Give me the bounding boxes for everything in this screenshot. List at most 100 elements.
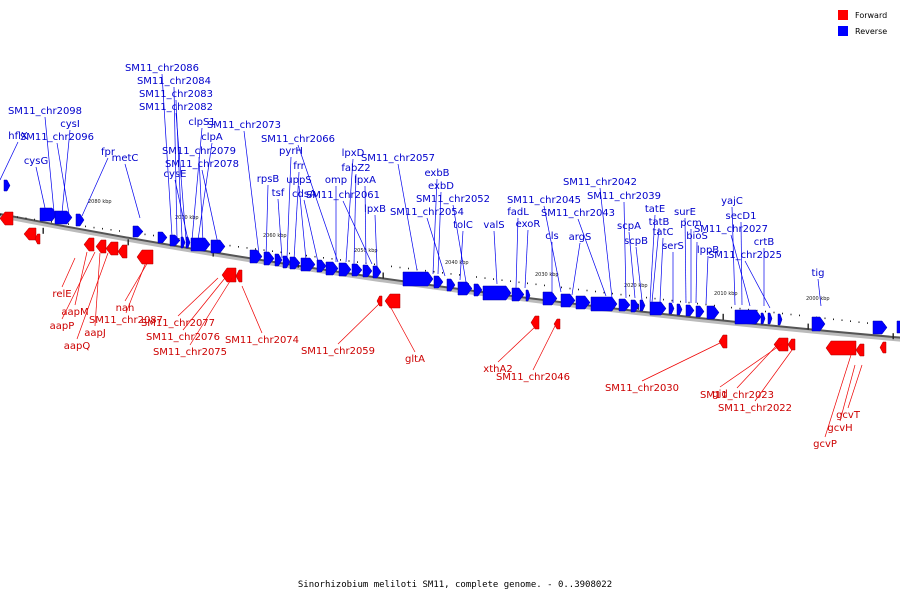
scale-tick [807,323,809,330]
scale-tick [705,303,707,306]
gene-label-gcvt: gcvT [836,410,861,421]
reverse-gene-leader [175,112,187,241]
gene-label-args: argS [569,232,592,243]
forward-gene-leader [61,251,96,320]
reverse-gene-arrow [734,309,762,325]
reverse-gene-leader [198,156,204,243]
gene-label-exbd: exbD [428,181,454,192]
scale-tick [127,239,129,246]
scale-tick [535,283,537,286]
scale-tick [629,294,630,297]
reverse-gene-leader [201,169,219,245]
reverse-gene-leader [635,246,643,301]
scale-tick [671,299,673,302]
reverse-gene-arrow [482,285,512,301]
reverse-gene-arrow [668,302,675,315]
scale-tick [510,280,511,282]
reverse-gene-arrow [263,251,275,266]
scale-tick [229,244,231,247]
legend-reverse-swatch [838,26,848,36]
reverse-gene-arrow [157,231,168,244]
gene-label-sm11-chr2039: SM11_chr2039 [587,191,661,202]
scale-tick [153,234,154,237]
reverse-gene-leader [649,214,656,303]
reverse-gene-leader [397,163,418,271]
gene-label-cysg: cysG [24,156,48,167]
gene-label-lppb: lppB [697,245,719,256]
scale-tick [280,251,282,254]
reverse-gene-leader [651,227,660,303]
reverse-gene-arrow [649,301,667,316]
scale-tick [756,309,758,312]
reverse-gene-leader [293,171,300,261]
gene-label-sm11-chr2030: SM11_chr2030 [605,383,679,394]
scale-tick [289,252,290,255]
reverse-gene-leader [0,141,19,181]
scale-tick [17,216,18,218]
reverse-gene-leader [571,242,581,296]
gene-label-sm11-chr2073: SM11_chr2073 [207,120,281,131]
gene-label-sm11-chr2027: SM11_chr2027 [694,224,768,235]
reverse-gene-leader [342,200,373,265]
forward-gene-arrow [855,343,865,357]
gene-label-sm11-chr2096: SM11_chr2096 [20,132,94,143]
gene-label-sers: serS [662,241,684,252]
gene-label-sm11-chr2061: SM11_chr2061 [306,190,380,201]
reverse-gene-leader [577,218,607,297]
scale-tick [306,254,307,257]
scale-tick [824,317,826,320]
gene-label-sm11-chr2052: SM11_chr2052 [416,194,490,205]
reverse-gene-arrow [75,213,85,227]
scale-label: 2070 kbp [175,215,199,221]
scale-tick [144,233,146,236]
reverse-gene-arrow [372,265,382,279]
forward-gene-leader [241,285,263,334]
scale-tick [340,259,341,261]
scale-tick [450,273,452,275]
scale-tick [374,263,375,266]
gene-label-sm11-chr2043: SM11_chr2043 [541,208,615,219]
forward-gene-leader [497,325,537,363]
forward-gene-arrow [553,318,561,330]
reverse-gene-leader [35,166,46,209]
scale-tick [255,248,256,250]
forward-gene-leader [94,252,101,327]
gene-label-pyrh: pyrH [279,146,303,157]
reverse-gene-arrow [338,262,352,277]
scale-tick [527,282,528,285]
reverse-gene-arrow [446,278,456,292]
reverse-gene-leader [437,191,442,275]
reverse-gene-arrow [695,305,705,318]
scale-tick [799,314,800,317]
scale-tick [459,274,460,276]
reverse-gene-arrow [282,255,291,269]
forward-gene-leader [177,277,219,317]
reverse-gene-arrow [39,207,58,222]
gene-label-sm11-chr2054: SM11_chr2054 [390,207,464,218]
reverse-gene-leader [353,173,357,265]
reverse-gene-arrow [325,261,339,276]
gene-label-lpxd: lpxD [342,148,365,159]
scale-tick [93,226,95,229]
reverse-gene-arrow [811,316,826,332]
gene-label-hflx: hflX [8,131,28,142]
reverse-gene-arrow [300,257,316,272]
reverse-gene-arrow [872,320,888,335]
gene-label-scpa: scpA [617,221,641,232]
scale-tick [850,320,851,322]
scale-tick [595,290,596,293]
scale-tick [51,221,52,223]
scale-tick [501,279,503,281]
gene-label-sm11-chr2084: SM11_chr2084 [137,76,211,87]
reverse-gene-arrow [274,253,283,267]
scale-tick [484,277,486,279]
scale-tick [314,255,316,258]
scale-tick [331,258,333,260]
forward-gene-arrow [136,249,154,265]
gene-label-metc: metC [112,153,139,164]
gene-label-fpr: fpr [101,147,116,158]
reverse-gene-leader [452,204,467,283]
scale-tick [569,287,571,290]
reverse-gene-arrow [706,305,720,320]
forward-gene-arrow [34,233,41,245]
